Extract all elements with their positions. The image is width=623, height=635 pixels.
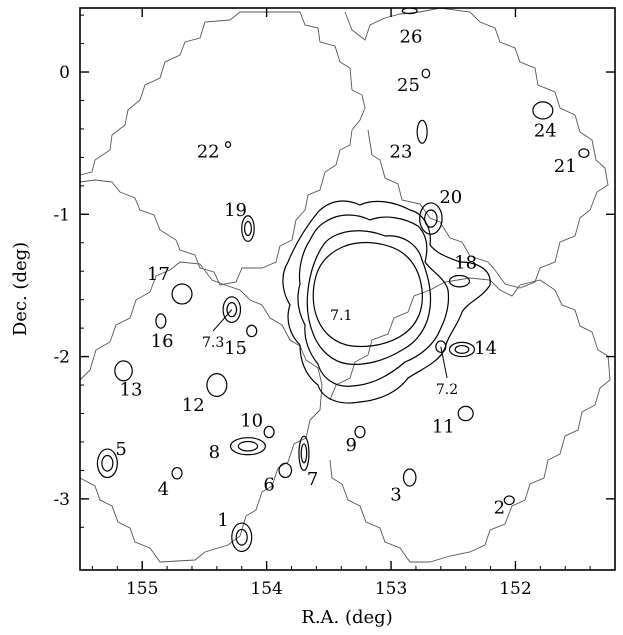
peak-contour-23-0: [416, 119, 428, 144]
peak-label-7.2: 7.2: [436, 382, 458, 398]
peak-contour-8-0: [229, 437, 266, 456]
peak-contour-1-0: [231, 522, 253, 553]
peak-contour-20-1: [424, 209, 438, 228]
peak-contour-19-0: [241, 215, 255, 242]
peak-label-6: 6: [263, 475, 274, 496]
peak-label-16: 16: [151, 331, 174, 352]
x-tick-label-0: 155: [126, 579, 158, 599]
survey-footprint: [79, 7, 611, 563]
peak-contour-9-0: [354, 425, 366, 439]
peak-contour-1-1: [235, 528, 248, 546]
peak-contour-8-1: [237, 440, 259, 452]
peak-contour-7.3-1: [226, 301, 238, 318]
peak-contour-18-0: [448, 274, 471, 288]
y-tick-label-1: -1: [53, 205, 70, 225]
peak-contour-7-0: [298, 435, 310, 472]
peak-label-23: 23: [390, 142, 413, 163]
peak-label-9: 9: [346, 435, 357, 456]
footprint-bottom-right: [329, 277, 611, 563]
peak-contour-25-0: [421, 68, 431, 79]
leader-line-7.3: [212, 309, 233, 332]
peak-contour-6-0: [278, 462, 293, 479]
x-axis: 155 154 153 152: [91, 8, 591, 599]
peak-contour-7.3-0: [222, 296, 242, 324]
peak-label-3: 3: [390, 485, 401, 506]
peak-label-12: 12: [182, 395, 205, 416]
peak-label-20: 20: [439, 187, 462, 208]
substructure-peaks: [96, 7, 590, 553]
peak-label-14: 14: [474, 338, 497, 359]
x-tick-label-1: 154: [250, 579, 282, 599]
peak-contour-21-0: [578, 148, 590, 158]
plot-frame: [79, 7, 616, 571]
peak-contour-19-1: [243, 220, 252, 237]
peak-label-7.3: 7.3: [202, 335, 224, 351]
footprint-bottom-left: [79, 261, 323, 563]
peak-contour-15-0: [246, 324, 258, 338]
y-tick-label-0: 0: [59, 63, 70, 83]
peak-label-7: 7: [307, 469, 318, 490]
peak-label-15: 15: [224, 338, 247, 359]
main-contour-inner: [312, 241, 423, 348]
peak-contour-5-1: [101, 454, 114, 472]
peak-label-19: 19: [224, 200, 247, 221]
peak-label-7.1: 7.1: [330, 308, 352, 324]
peak-label-11: 11: [432, 416, 455, 437]
peak-label-17: 17: [147, 264, 170, 285]
peak-contour-12-0: [206, 373, 228, 398]
peak-label-22: 22: [197, 142, 220, 163]
y-axis-title: Dec. (deg): [10, 242, 31, 336]
peak-contour-13-0: [114, 360, 133, 382]
peak-label-25: 25: [397, 75, 420, 96]
peak-contour-17-0: [171, 283, 193, 305]
leader-line-7.2: [440, 346, 448, 378]
peak-contour-2-0: [503, 495, 515, 506]
peak-contour-14-1: [454, 344, 470, 354]
peak-contour-5-0: [96, 448, 118, 479]
x-tick-label-3: 152: [499, 579, 531, 599]
x-axis-title: R.A. (deg): [301, 607, 392, 628]
leader-lines: [212, 309, 448, 378]
peak-label-10: 10: [240, 411, 263, 432]
peak-contour-10-0: [263, 425, 275, 439]
peak-contour-3-0: [402, 468, 417, 487]
peak-label-21: 21: [554, 156, 577, 177]
main-cluster-contours: [282, 200, 491, 404]
peak-label-2: 2: [494, 497, 505, 518]
plot-background: [80, 8, 615, 570]
peak-label-1: 1: [217, 510, 228, 531]
peak-label-24: 24: [534, 120, 557, 141]
peak-contour-24-0: [532, 101, 554, 120]
footprint-top-left: [79, 11, 366, 286]
peak-contour-14-0: [448, 341, 476, 358]
peak-label-8: 8: [209, 442, 220, 463]
y-axis: 0 -1 -2 -3: [53, 14, 615, 528]
peak-contour-7-1: [300, 443, 308, 464]
peak-contour-4-0: [171, 466, 183, 480]
main-contour-3: [306, 230, 432, 365]
peak-contour-16-0: [155, 313, 167, 329]
peak-contour-20-0: [419, 202, 443, 235]
peak-label-5: 5: [115, 439, 126, 460]
peak-contour-22-0: [224, 141, 232, 149]
y-tick-label-2: -2: [53, 348, 70, 368]
main-contour-outer: [282, 200, 491, 404]
main-contour-2: [297, 214, 450, 387]
footprint-top-right: [344, 7, 609, 289]
x-tick-label-2: 153: [375, 579, 407, 599]
peak-contour-11-0: [457, 405, 474, 422]
peak-label-4: 4: [158, 479, 169, 500]
peak-label-13: 13: [120, 379, 143, 400]
peak-contour-7.2-0: [435, 340, 447, 353]
peak-label-26: 26: [400, 26, 423, 47]
peak-label-18: 18: [454, 253, 477, 274]
y-tick-label-3: -3: [53, 490, 70, 510]
